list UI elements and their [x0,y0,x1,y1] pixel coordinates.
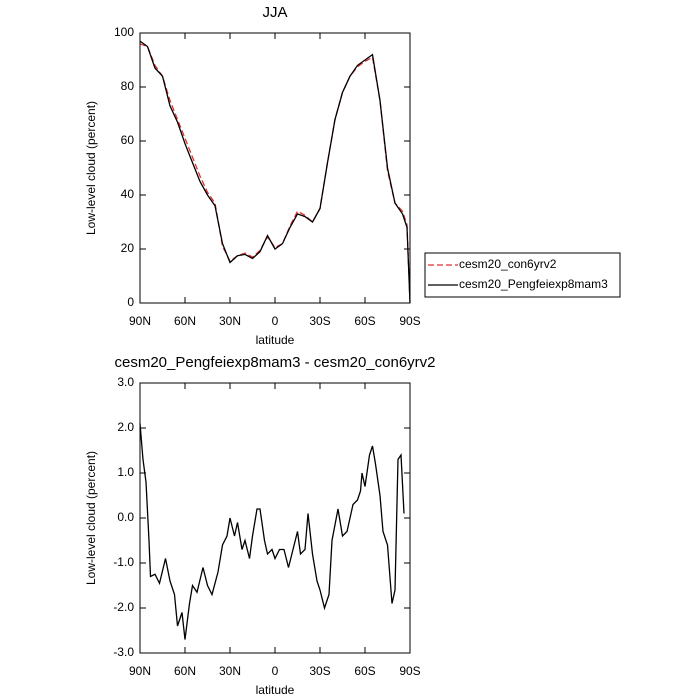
legend-label: cesm20_con6yrv2 [459,257,557,271]
x-axis-label: latitude [256,333,295,347]
chart-title: JJA [262,4,287,21]
y-tick-label: -2.0 [113,600,134,614]
y-tick-label: 40 [121,187,135,201]
x-axis-label: latitude [256,683,295,697]
legend-label: cesm20_Pengfeiexp8mam3 [459,277,608,291]
x-tick-label: 30S [309,314,330,328]
plot-frame [139,32,411,304]
y-tick-label: 0 [127,295,134,309]
x-tick-label: 30N [219,664,241,678]
data-line [139,43,411,304]
y-tick-label: -1.0 [113,555,134,569]
y-tick-label: 60 [121,133,135,147]
y-tick-label: 1.0 [117,465,134,479]
y-tick-label: 100 [114,25,134,39]
y-tick-label: 0.0 [117,510,134,524]
y-tick-label: 20 [121,241,135,255]
legend-box [424,252,621,298]
x-tick-label: 0 [272,314,279,328]
y-tick-label: 80 [121,79,135,93]
y-tick-label: -3.0 [113,645,134,659]
chart-title: cesm20_Pengfeiexp8mam3 - cesm20_con6yrv2 [115,354,436,371]
x-tick-label: 30S [309,664,330,678]
data-line [139,40,411,304]
x-tick-label: 60N [174,314,196,328]
plot-frame [139,382,411,654]
x-tick-label: 60N [174,664,196,678]
y-axis-label: Low-level cloud (percent) [84,101,98,235]
y-tick-label: 2.0 [117,420,134,434]
x-tick-label: 60S [354,664,375,678]
data-line [139,423,405,640]
x-tick-label: 90S [399,314,420,328]
x-tick-label: 0 [272,664,279,678]
x-tick-label: 90N [129,314,151,328]
x-tick-label: 90N [129,664,151,678]
y-tick-label: 3.0 [117,375,134,389]
y-axis-label: Low-level cloud (percent) [84,451,98,585]
x-tick-label: 60S [354,314,375,328]
x-tick-label: 90S [399,664,420,678]
x-tick-label: 30N [219,314,241,328]
